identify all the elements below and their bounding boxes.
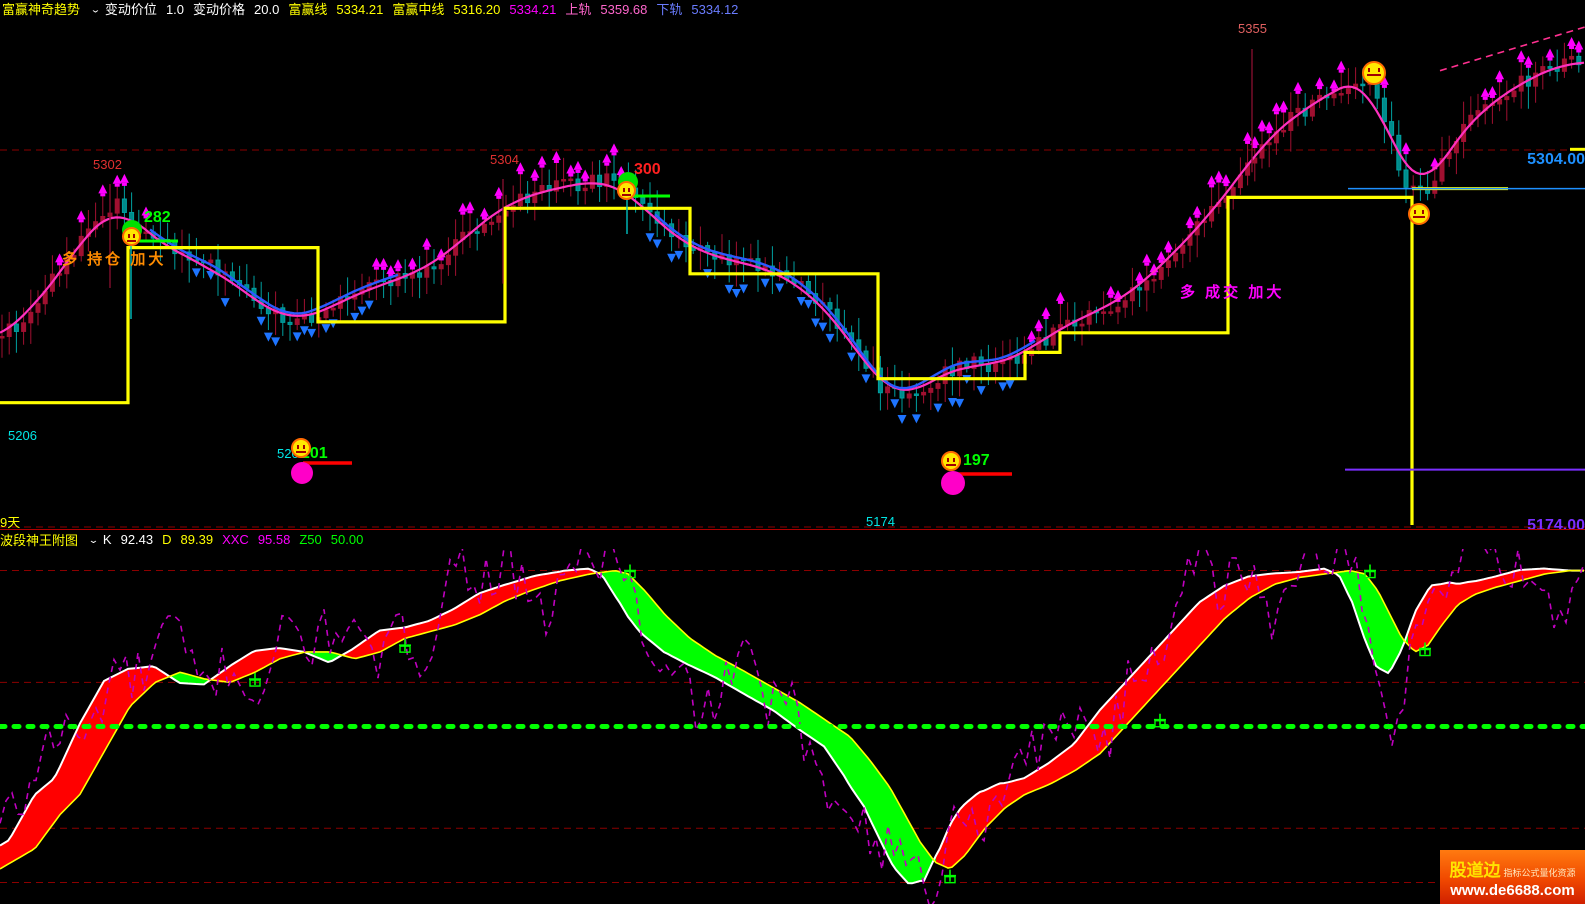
readout-upper-band-label: 上轨 bbox=[565, 2, 592, 17]
buy-signal-smiley-1 bbox=[122, 227, 141, 246]
readout-k-value: 92.43 bbox=[120, 532, 154, 547]
price-overlay-lines bbox=[109, 26, 1585, 476]
candlestick-series bbox=[0, 42, 1582, 413]
peak-price-label-2: 5355 bbox=[1238, 21, 1267, 36]
price-chart-pane[interactable]: 5302 5304 5355 5206 5203 5174 9天 282 300 201 197 多 … bbox=[0, 19, 1585, 534]
sub-chevron-down-icon[interactable]: ⌄ bbox=[88, 533, 99, 545]
peak-price-label-1: 5304 bbox=[490, 152, 519, 167]
signal-value-label-0: 282 bbox=[144, 209, 171, 226]
watermark-brand: 股道边 bbox=[1449, 860, 1501, 880]
kd-ribbon-fill bbox=[0, 568, 1584, 884]
readout-d-value: 89.39 bbox=[180, 532, 214, 547]
readout-price-value: 5334.21 bbox=[509, 2, 557, 17]
readout-fuying-label: 富赢线 bbox=[288, 2, 328, 17]
blue-lower-band-line bbox=[149, 213, 1036, 390]
price-gridlines bbox=[0, 149, 1585, 528]
sell-signal-smiley-2 bbox=[941, 451, 961, 471]
readout-xxc-value: 95.58 bbox=[257, 532, 291, 547]
sub-indicator-name-label[interactable]: 波段神王附图 bbox=[0, 533, 79, 548]
xxc-dashed-line bbox=[0, 549, 1585, 904]
magenta-ma-line bbox=[0, 61, 1585, 391]
readout-fuying-mid-value: 5316.20 bbox=[453, 2, 501, 17]
indicator-cross-markers bbox=[249, 564, 1431, 884]
buy-signal-smiley-2 bbox=[617, 181, 636, 200]
watermark: 股道边 指标公式量化资源 www.de6688.com bbox=[1440, 850, 1585, 904]
chart-annotation-1: 多 成交 加大 bbox=[1180, 284, 1285, 301]
watermark-tagline: 指标公式量化资源 bbox=[1503, 867, 1576, 878]
sell-signal-magenta-dot-1 bbox=[291, 462, 313, 484]
sell-signal-smiley-1 bbox=[291, 438, 311, 458]
chevron-down-icon[interactable]: ⌄ bbox=[90, 4, 101, 15]
readout-k-label: K bbox=[102, 532, 112, 547]
readout-fuying-mid-label: 富赢中线 bbox=[392, 2, 445, 17]
signal-value-label-1: 300 bbox=[634, 161, 661, 178]
price-pane-header: 富赢神奇趋势 ⌄ 变动价位 1.0 变动价格 20.0 富赢线 5334.21 … bbox=[0, 0, 1585, 20]
param-0-value: 1.0 bbox=[165, 2, 185, 17]
indicator-pane-header: 波段神王附图 ⌄ K 92.43 D 89.39 XXC 95.58 Z50 5… bbox=[0, 530, 1585, 549]
indicator-name-label[interactable]: 富赢神奇趋势 bbox=[2, 2, 81, 17]
sell-signal-smiley-3 bbox=[1408, 203, 1430, 225]
peak-price-label-0: 5302 bbox=[93, 157, 122, 172]
sell-signal-magenta-dot-2 bbox=[941, 471, 965, 495]
buy-signal-smiley-3 bbox=[1362, 61, 1386, 85]
indicator-chart-pane[interactable] bbox=[0, 549, 1585, 904]
axis-price-label-3: 9天 bbox=[0, 515, 21, 530]
readout-lower-band-label: 下轨 bbox=[656, 2, 683, 17]
param-1-label: 变动价格 bbox=[193, 2, 246, 17]
watermark-url: www.de6688.com bbox=[1450, 881, 1575, 899]
axis-price-label-2: 5174 bbox=[866, 514, 895, 529]
readout-z50-label: Z50 bbox=[299, 532, 322, 547]
readout-xxc-label: XXC bbox=[222, 532, 249, 547]
readout-fuying-value: 5334.21 bbox=[336, 2, 384, 17]
chart-annotation-0: 多 持仓 加大 bbox=[62, 251, 167, 268]
signal-triangle-markers bbox=[55, 37, 1584, 425]
axis-price-label-0: 5206 bbox=[8, 428, 37, 443]
price-chart-canvas[interactable] bbox=[0, 19, 1585, 529]
readout-z50-value: 50.00 bbox=[330, 532, 364, 547]
readout-lower-band-value: 5334.12 bbox=[691, 2, 739, 17]
signal-value-label-3: 197 bbox=[963, 452, 990, 469]
param-1-value: 20.0 bbox=[254, 2, 280, 17]
param-0-label: 变动价位 bbox=[104, 2, 157, 17]
readout-upper-band-value: 5359.68 bbox=[600, 2, 648, 17]
readout-d-label: D bbox=[162, 532, 172, 547]
indicator-chart-canvas[interactable] bbox=[0, 549, 1585, 904]
pane-divider bbox=[0, 529, 1585, 530]
right-axis-price-label-0: 5304.00 bbox=[1527, 151, 1585, 168]
